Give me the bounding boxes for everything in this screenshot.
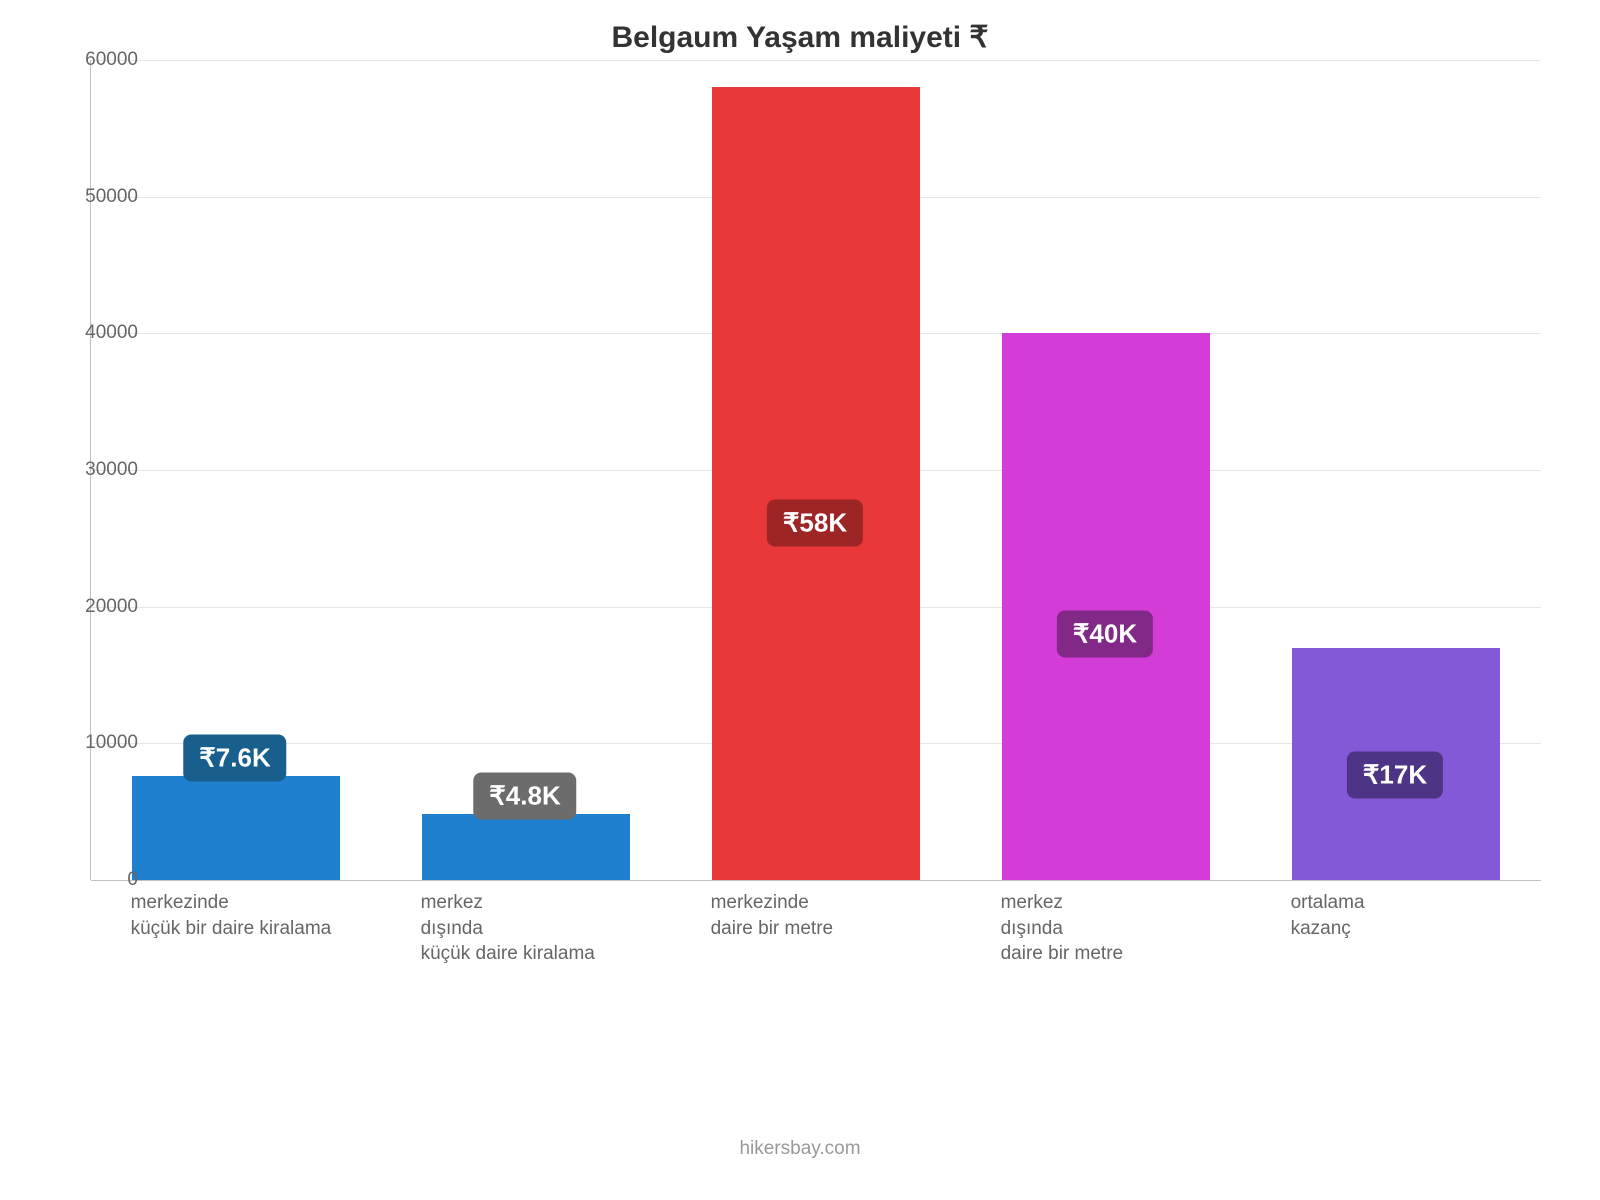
bar-value-label: ₹7.6K (183, 735, 286, 782)
bar-value-label: ₹4.8K (473, 773, 576, 820)
chart-footer: hikersbay.com (0, 1138, 1600, 1160)
bar-value-label: ₹40K (1057, 611, 1153, 658)
plot-area (90, 60, 1541, 880)
y-tick-label: 10000 (85, 732, 138, 754)
cost-of-living-chart: Belgaum Yaşam maliyeti ₹ hikersbay.com 0… (0, 0, 1600, 1200)
bar (422, 814, 631, 880)
x-tick-label: merkezinde küçük bir daire kiralama (131, 890, 332, 941)
x-tick-label: ortalama kazanç (1291, 890, 1365, 941)
x-tick-label: merkezinde daire bir metre (711, 890, 834, 941)
bar (1002, 333, 1211, 880)
x-tick-label: merkez dışında küçük daire kiralama (421, 890, 595, 967)
y-tick-label: 50000 (85, 186, 138, 208)
bar (132, 776, 341, 880)
bar-value-label: ₹17K (1347, 752, 1443, 799)
gridline (91, 880, 1541, 881)
chart-title: Belgaum Yaşam maliyeti ₹ (0, 20, 1600, 55)
y-tick-label: 60000 (85, 49, 138, 71)
y-tick-label: 40000 (85, 322, 138, 344)
bar (712, 87, 921, 880)
bar-value-label: ₹58K (767, 500, 863, 547)
y-tick-label: 30000 (85, 459, 138, 481)
gridline (91, 60, 1541, 61)
y-tick-label: 20000 (85, 596, 138, 618)
y-tick-label: 0 (127, 869, 138, 891)
x-tick-label: merkez dışında daire bir metre (1001, 890, 1124, 967)
